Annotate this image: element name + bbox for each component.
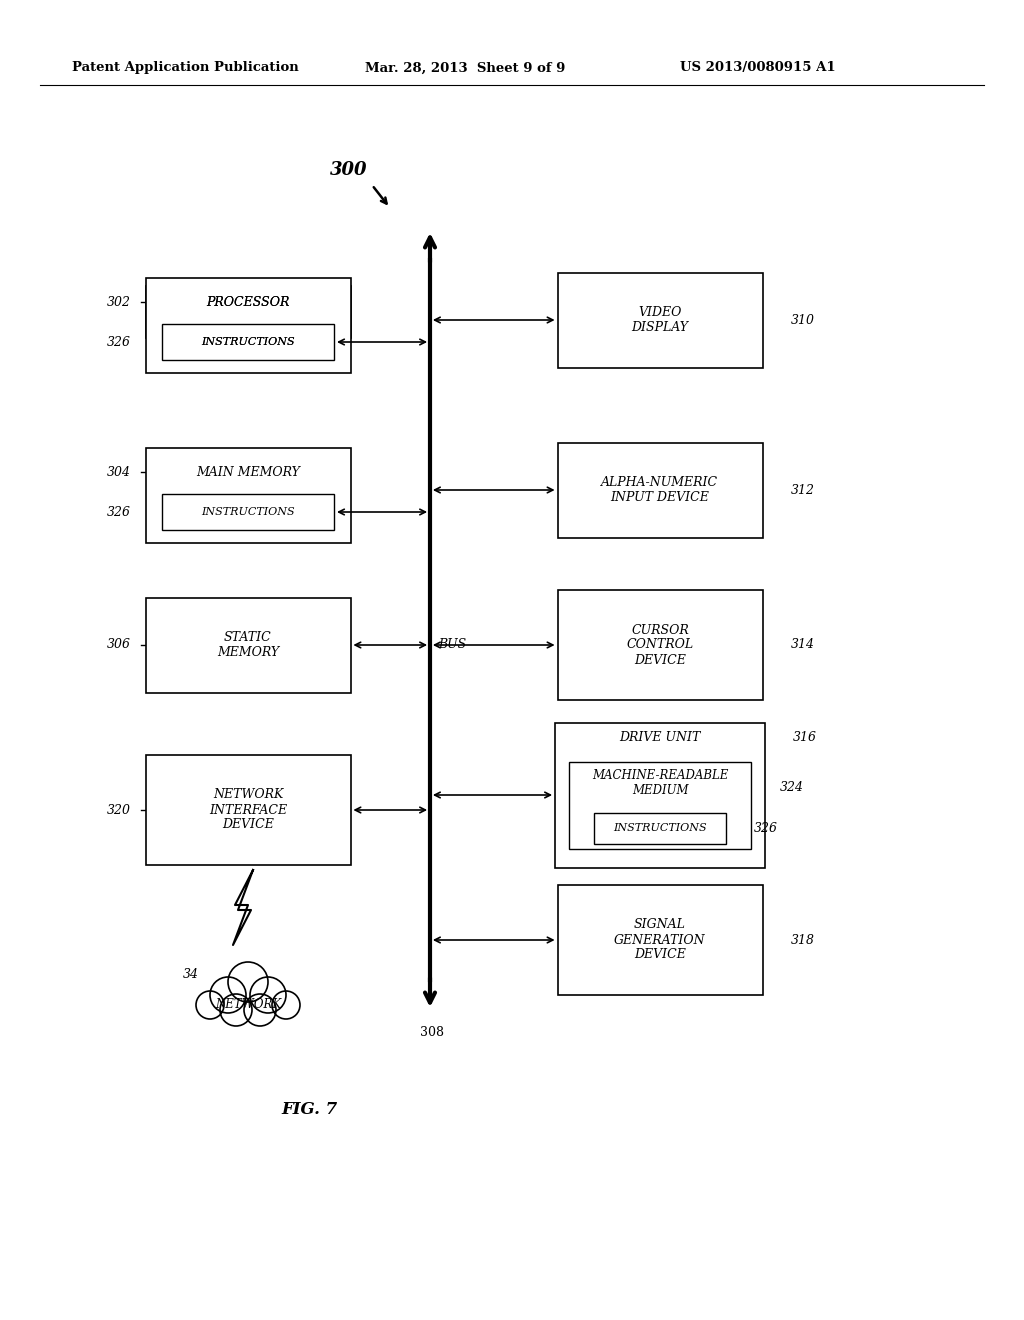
Bar (557, 442, 763, 537)
Text: NETWORK: NETWORK (215, 998, 281, 1011)
Text: 304: 304 (106, 466, 130, 479)
Bar (162, 323, 334, 360)
Bar (557, 884, 763, 995)
Text: 326: 326 (106, 506, 130, 519)
Circle shape (210, 977, 246, 1012)
Bar (557, 272, 763, 367)
Text: FIG. 7: FIG. 7 (282, 1101, 338, 1118)
Circle shape (244, 994, 276, 1026)
Text: INSTRUCTIONS: INSTRUCTIONS (613, 824, 707, 833)
Text: 316: 316 (793, 731, 817, 744)
Circle shape (220, 994, 252, 1026)
Bar (145, 755, 350, 865)
Bar (145, 447, 350, 543)
Text: INSTRUCTIONS: INSTRUCTIONS (201, 507, 295, 517)
Bar (162, 494, 334, 531)
Text: 318: 318 (791, 933, 814, 946)
Bar (555, 722, 765, 867)
Text: 302: 302 (106, 296, 130, 309)
Text: ALPHA-NUMERIC
INPUT DEVICE: ALPHA-NUMERIC INPUT DEVICE (601, 477, 719, 504)
Text: PROCESSOR: PROCESSOR (206, 296, 290, 309)
Bar (145, 286, 350, 338)
Circle shape (228, 962, 268, 1002)
Text: INSTRUCTIONS: INSTRUCTIONS (201, 337, 295, 347)
Text: STATIC
MEMORY: STATIC MEMORY (217, 631, 280, 659)
Text: INSTRUCTIONS: INSTRUCTIONS (201, 337, 295, 347)
Bar (145, 598, 350, 693)
Bar (162, 323, 334, 360)
Bar (568, 762, 752, 849)
Text: 308: 308 (420, 1026, 444, 1039)
Text: PROCESSOR: PROCESSOR (206, 296, 290, 309)
Circle shape (250, 977, 286, 1012)
Text: 326: 326 (106, 335, 130, 348)
Text: 314: 314 (791, 639, 814, 652)
Text: US 2013/0080915 A1: US 2013/0080915 A1 (680, 62, 836, 74)
Text: VIDEO
DISPLAY: VIDEO DISPLAY (632, 306, 688, 334)
Text: MAIN MEMORY: MAIN MEMORY (196, 466, 300, 479)
Circle shape (196, 991, 224, 1019)
Text: 312: 312 (791, 483, 814, 496)
Bar (594, 813, 726, 843)
Text: 324: 324 (779, 781, 804, 795)
Text: CURSOR
CONTROL
DEVICE: CURSOR CONTROL DEVICE (627, 623, 693, 667)
Text: 320: 320 (106, 804, 130, 817)
Text: 306: 306 (106, 639, 130, 652)
Bar (557, 590, 763, 700)
Text: 34: 34 (183, 968, 199, 981)
Polygon shape (233, 870, 253, 945)
Bar (145, 277, 350, 372)
Text: 300: 300 (330, 161, 368, 180)
Text: 310: 310 (791, 314, 814, 326)
Text: DRIVE UNIT: DRIVE UNIT (620, 731, 700, 744)
Text: SIGNAL
GENERATION
DEVICE: SIGNAL GENERATION DEVICE (614, 919, 706, 961)
Text: Patent Application Publication: Patent Application Publication (72, 62, 299, 74)
Text: BUS: BUS (438, 639, 466, 652)
Text: NETWORK
INTERFACE
DEVICE: NETWORK INTERFACE DEVICE (209, 788, 287, 832)
Text: Mar. 28, 2013  Sheet 9 of 9: Mar. 28, 2013 Sheet 9 of 9 (365, 62, 565, 74)
Text: MACHINE-READABLE
MEDIUM: MACHINE-READABLE MEDIUM (592, 770, 728, 797)
Circle shape (272, 991, 300, 1019)
Text: 326: 326 (754, 822, 778, 834)
